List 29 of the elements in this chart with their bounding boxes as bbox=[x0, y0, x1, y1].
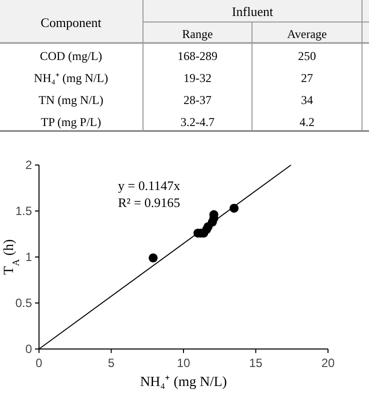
x-tick-label: 0 bbox=[36, 356, 43, 370]
text: 168-289 bbox=[178, 49, 218, 63]
annotation: y = 0.1147x bbox=[118, 178, 181, 193]
annotation: R² = 0.9165 bbox=[118, 195, 180, 210]
y-tick-label: 1.5 bbox=[15, 204, 32, 218]
text: 4.2 bbox=[300, 115, 314, 129]
text: 3.2-4.7 bbox=[180, 115, 214, 129]
y-tick-label: 0.5 bbox=[15, 296, 32, 310]
text: Influent bbox=[232, 4, 274, 19]
y-tick-label: 2 bbox=[25, 158, 32, 172]
x-tick-label: 5 bbox=[108, 356, 115, 370]
category-label: TP (mg P/L) bbox=[40, 115, 102, 129]
text: 34 bbox=[301, 93, 313, 107]
y-tick-label: 0 bbox=[25, 342, 32, 356]
x-tick-label: 15 bbox=[249, 356, 263, 370]
text: 27 bbox=[301, 71, 313, 85]
category-label: Range bbox=[182, 27, 213, 41]
category-label: TN (mg N/L) bbox=[38, 93, 104, 107]
y-tick-label: 1 bbox=[25, 250, 32, 264]
text: 19-32 bbox=[184, 71, 212, 85]
text: 250 bbox=[298, 49, 316, 63]
x-axis-title: NH₄⁺ (mg N/L) bbox=[140, 375, 228, 390]
category-label: Average bbox=[287, 27, 327, 41]
category-label: NH₄⁺ (mg N/L) bbox=[34, 71, 108, 85]
category-label: COD (mg/L) bbox=[40, 49, 102, 63]
text: Component bbox=[40, 15, 102, 30]
x-tick-label: 10 bbox=[176, 356, 190, 370]
x-tick-label: 20 bbox=[321, 356, 335, 370]
text: 28-37 bbox=[184, 93, 212, 107]
